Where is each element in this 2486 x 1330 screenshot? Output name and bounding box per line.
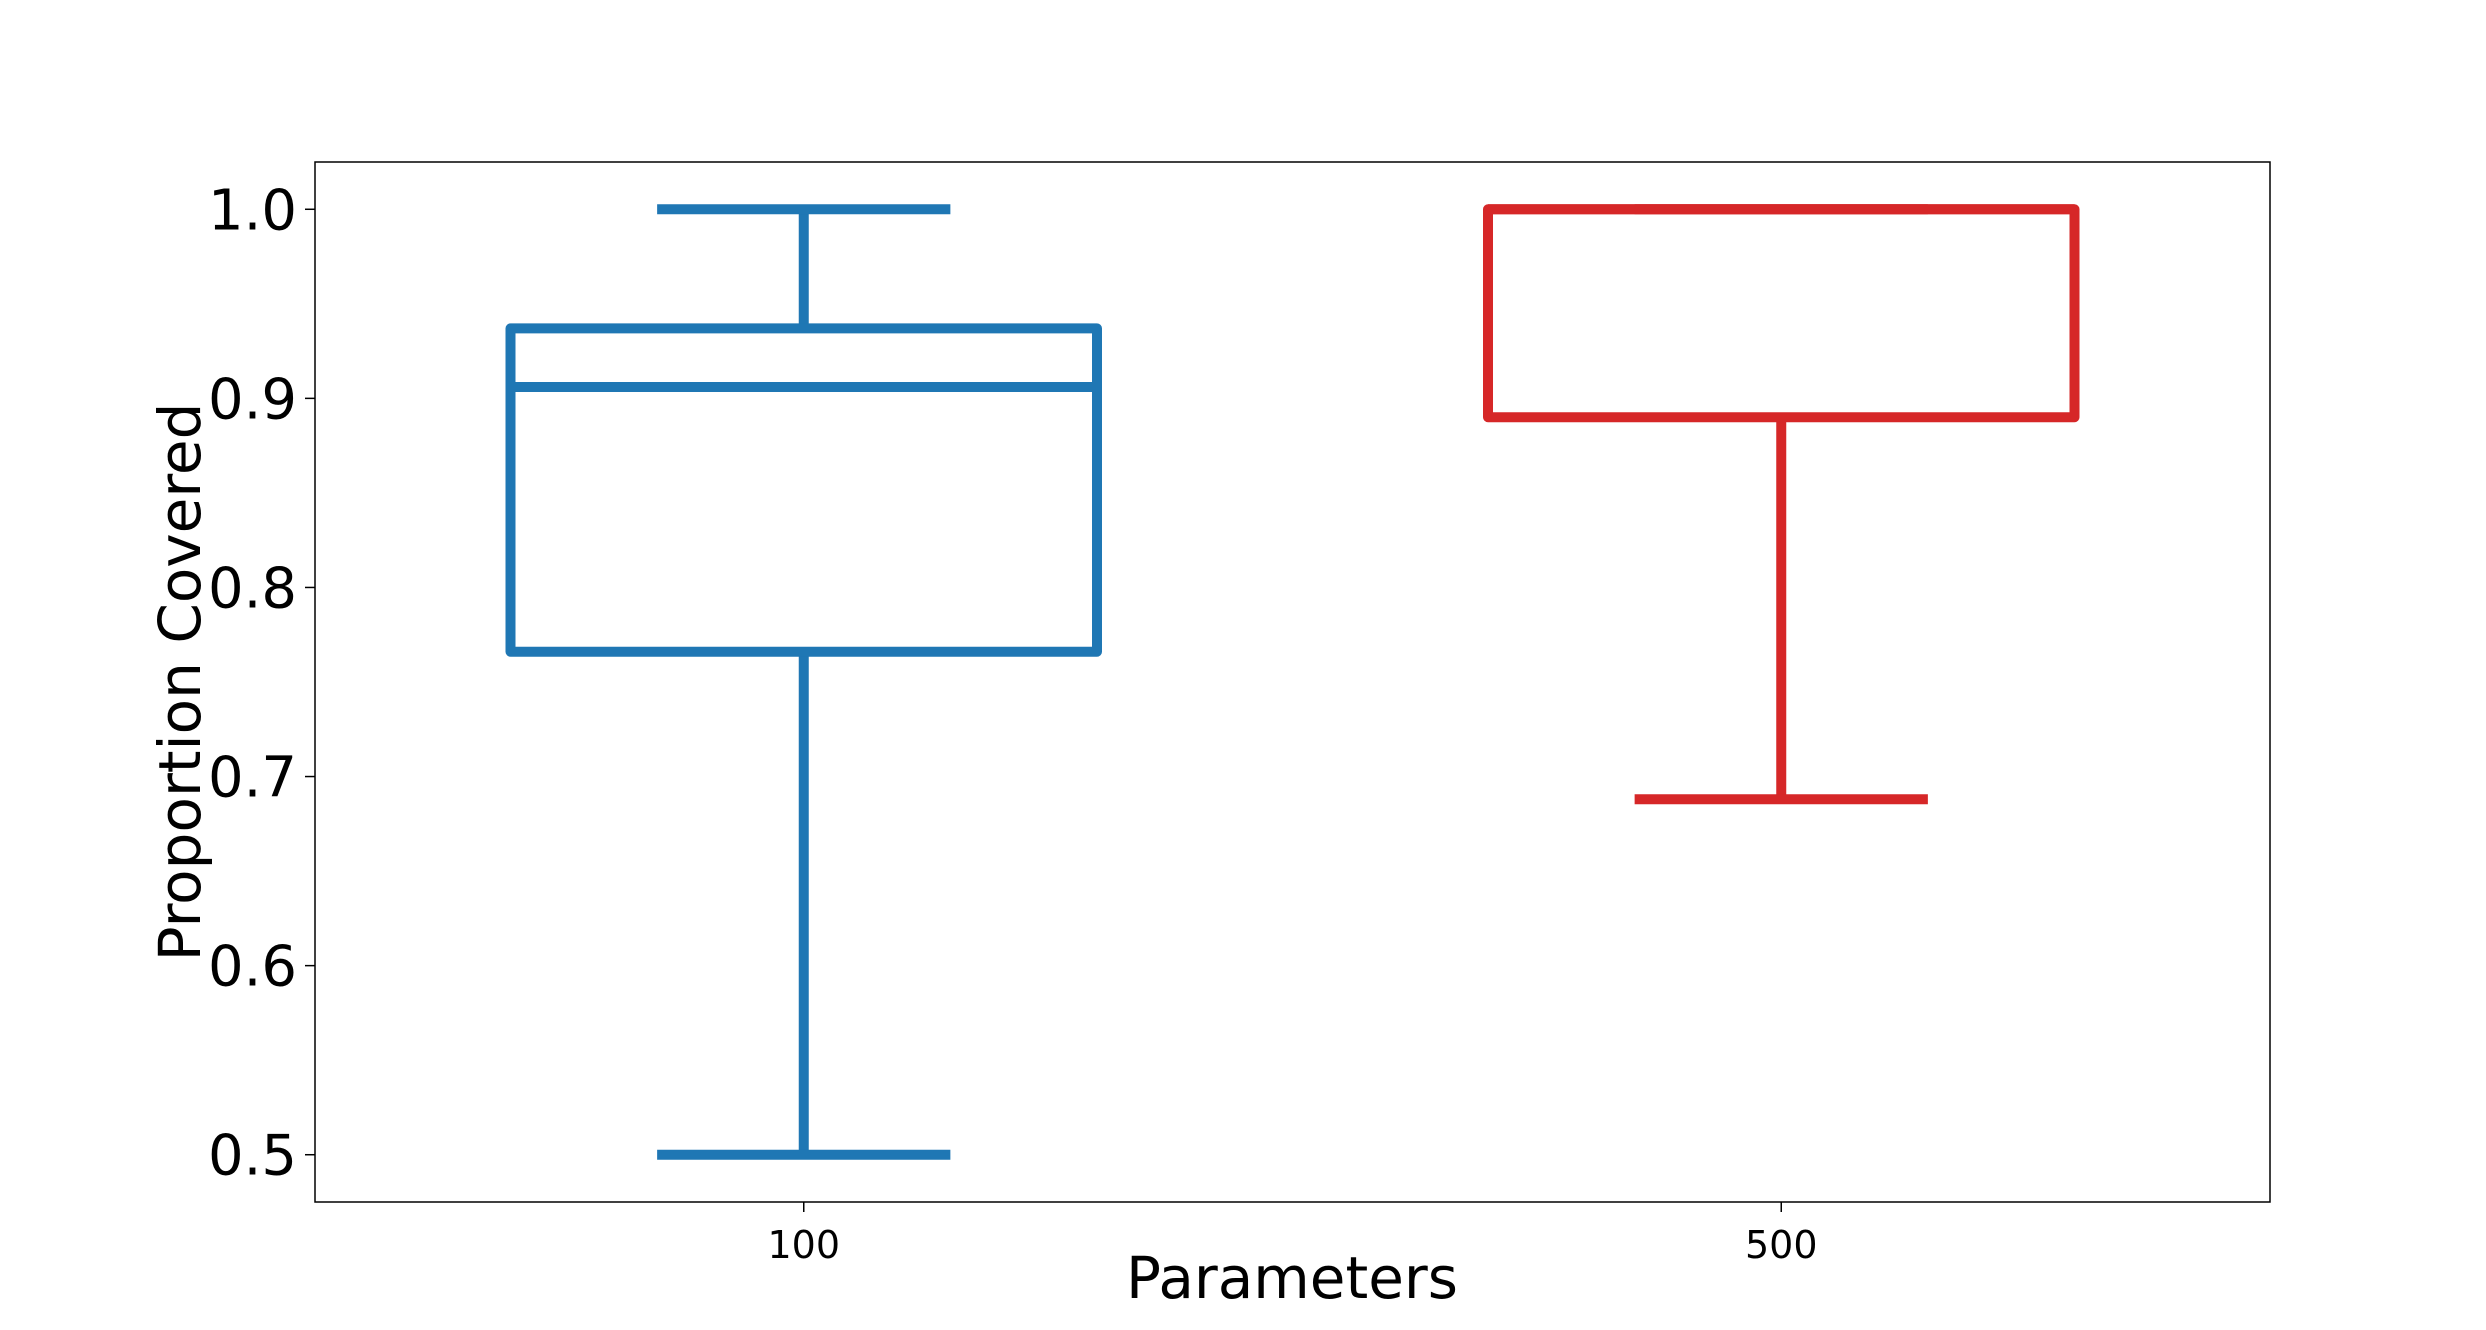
box-100: [505, 204, 1102, 1160]
y-tick-label: 0.6: [208, 935, 297, 1000]
y-tick-label: 1.0: [208, 178, 297, 243]
x-axis-label: Parameters: [1126, 1244, 1458, 1312]
y-tick-label: 0.5: [208, 1124, 297, 1189]
box-500: [1483, 204, 2080, 805]
y-axis-label: Proportion Covered: [146, 403, 214, 962]
x-tick-label: 500: [1745, 1223, 1818, 1267]
y-tick-label: 0.7: [208, 746, 297, 811]
plot-area: [314, 161, 2271, 1203]
boxes-group: [505, 204, 2080, 1160]
y-tick-label: 0.9: [208, 367, 297, 432]
y-tick-label: 0.8: [208, 556, 297, 621]
x-axis: 100 500: [767, 1202, 1818, 1267]
x-tick-label: 100: [767, 1223, 840, 1267]
iqr-box: [505, 323, 1102, 657]
y-axis: 0.5 0.6 0.7 0.8 0.9 1.0: [208, 178, 315, 1189]
